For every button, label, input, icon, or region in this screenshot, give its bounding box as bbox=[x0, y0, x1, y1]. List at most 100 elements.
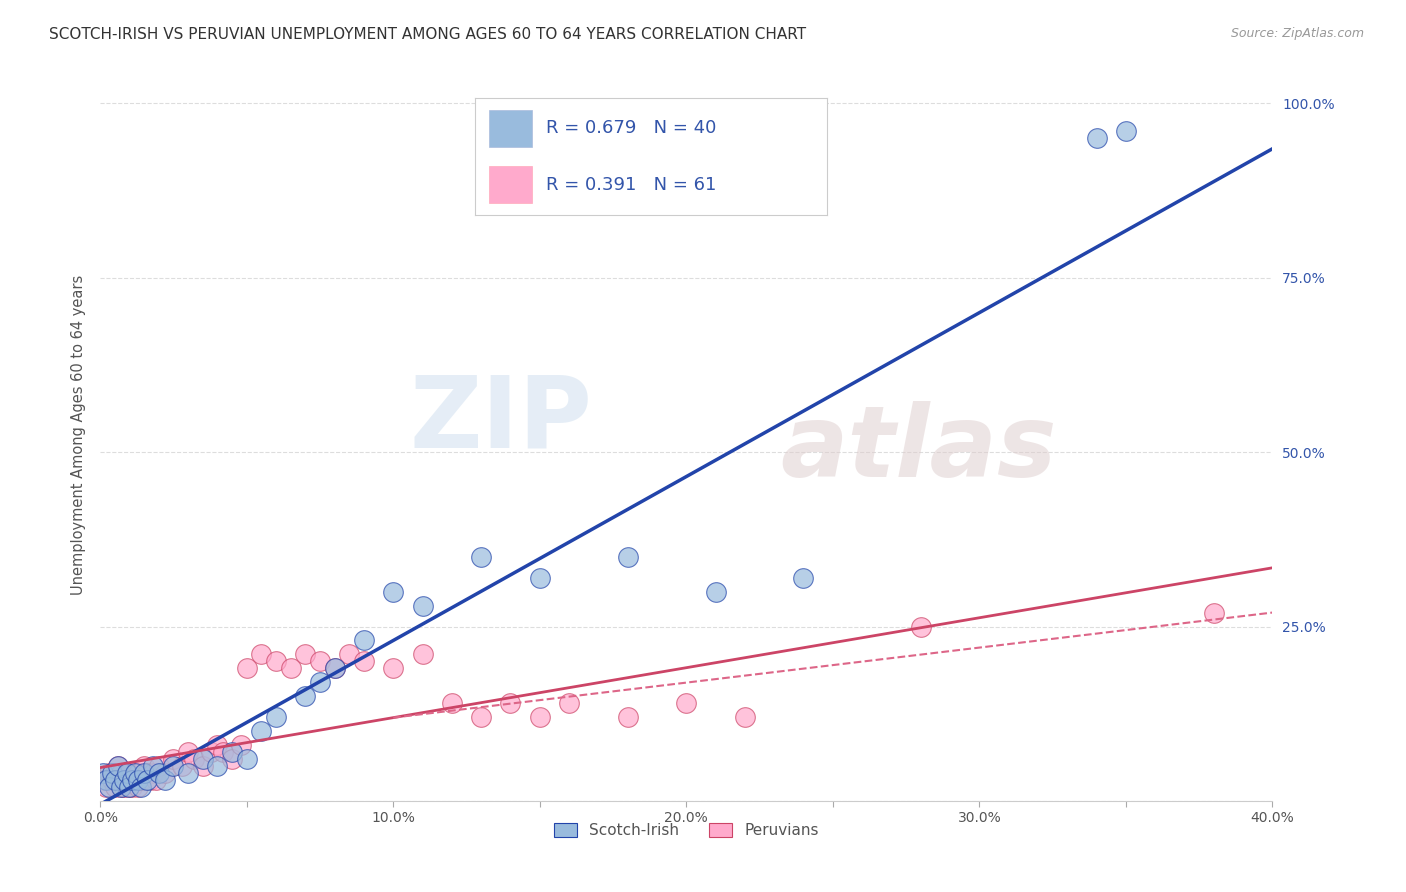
Point bbox=[94, 772, 117, 787]
Point bbox=[112, 780, 135, 794]
Point bbox=[107, 772, 129, 787]
Point bbox=[94, 780, 117, 794]
Point bbox=[616, 549, 638, 564]
Point bbox=[264, 710, 287, 724]
Point bbox=[229, 738, 252, 752]
Point bbox=[212, 745, 235, 759]
Point bbox=[412, 648, 434, 662]
Point bbox=[235, 661, 257, 675]
Point bbox=[558, 696, 581, 710]
Point bbox=[112, 772, 135, 787]
Point bbox=[470, 710, 492, 724]
Point bbox=[118, 780, 141, 794]
Point bbox=[132, 759, 155, 773]
Point bbox=[221, 745, 243, 759]
Point bbox=[153, 766, 176, 780]
Point bbox=[107, 759, 129, 773]
Point bbox=[107, 759, 129, 773]
Point bbox=[264, 654, 287, 668]
Point bbox=[110, 766, 132, 780]
Point bbox=[734, 710, 756, 724]
Point bbox=[129, 780, 152, 794]
Point bbox=[112, 772, 135, 787]
Point bbox=[294, 648, 316, 662]
Point bbox=[104, 766, 127, 780]
Point bbox=[127, 772, 149, 787]
Point bbox=[309, 675, 332, 690]
Point bbox=[207, 738, 229, 752]
Point bbox=[529, 571, 551, 585]
Point bbox=[172, 759, 194, 773]
Point bbox=[136, 772, 159, 787]
Point bbox=[145, 772, 167, 787]
Point bbox=[616, 710, 638, 724]
Point bbox=[1202, 606, 1225, 620]
Point bbox=[115, 772, 138, 787]
Point bbox=[792, 571, 814, 585]
Point bbox=[142, 759, 165, 773]
Point bbox=[124, 766, 146, 780]
Text: atlas: atlas bbox=[780, 401, 1056, 498]
Point bbox=[323, 661, 346, 675]
Point bbox=[382, 661, 405, 675]
Point bbox=[110, 780, 132, 794]
Point bbox=[280, 661, 302, 675]
Point bbox=[177, 745, 200, 759]
Point bbox=[704, 584, 727, 599]
Point bbox=[110, 780, 132, 794]
Point bbox=[353, 654, 375, 668]
Point bbox=[124, 766, 146, 780]
Legend: Scotch-Irish, Peruvians: Scotch-Irish, Peruvians bbox=[547, 817, 825, 845]
Point bbox=[153, 772, 176, 787]
Point bbox=[124, 772, 146, 787]
Point bbox=[121, 772, 143, 787]
Point bbox=[235, 752, 257, 766]
Point bbox=[127, 780, 149, 794]
Point bbox=[132, 766, 155, 780]
Point bbox=[118, 766, 141, 780]
Point bbox=[323, 661, 346, 675]
Point bbox=[121, 772, 143, 787]
Point bbox=[91, 766, 114, 780]
Point bbox=[207, 759, 229, 773]
Point bbox=[139, 772, 162, 787]
Point bbox=[97, 780, 120, 794]
Point bbox=[129, 772, 152, 787]
Point bbox=[337, 648, 360, 662]
Point bbox=[104, 780, 127, 794]
Point bbox=[162, 759, 184, 773]
Point bbox=[148, 759, 170, 773]
Y-axis label: Unemployment Among Ages 60 to 64 years: Unemployment Among Ages 60 to 64 years bbox=[72, 275, 86, 595]
Point bbox=[1085, 131, 1108, 145]
Point bbox=[115, 766, 138, 780]
Point bbox=[104, 772, 127, 787]
Point bbox=[97, 766, 120, 780]
Point bbox=[470, 549, 492, 564]
Text: Source: ZipAtlas.com: Source: ZipAtlas.com bbox=[1230, 27, 1364, 40]
Point bbox=[309, 654, 332, 668]
Point bbox=[142, 766, 165, 780]
Point bbox=[910, 619, 932, 633]
Point bbox=[183, 752, 205, 766]
Point bbox=[250, 648, 273, 662]
Point bbox=[162, 752, 184, 766]
Point bbox=[191, 759, 214, 773]
Point bbox=[121, 780, 143, 794]
Point bbox=[353, 633, 375, 648]
Point bbox=[177, 766, 200, 780]
Point bbox=[127, 766, 149, 780]
Point bbox=[1115, 124, 1137, 138]
Point bbox=[101, 766, 124, 780]
Point bbox=[115, 766, 138, 780]
Point bbox=[91, 772, 114, 787]
Point bbox=[499, 696, 522, 710]
Text: ZIP: ZIP bbox=[409, 372, 592, 468]
Point bbox=[440, 696, 463, 710]
Point bbox=[675, 696, 697, 710]
Text: SCOTCH-IRISH VS PERUVIAN UNEMPLOYMENT AMONG AGES 60 TO 64 YEARS CORRELATION CHAR: SCOTCH-IRISH VS PERUVIAN UNEMPLOYMENT AM… bbox=[49, 27, 806, 42]
Point bbox=[250, 724, 273, 739]
Point bbox=[529, 710, 551, 724]
Point bbox=[200, 745, 222, 759]
Point bbox=[412, 599, 434, 613]
Point bbox=[382, 584, 405, 599]
